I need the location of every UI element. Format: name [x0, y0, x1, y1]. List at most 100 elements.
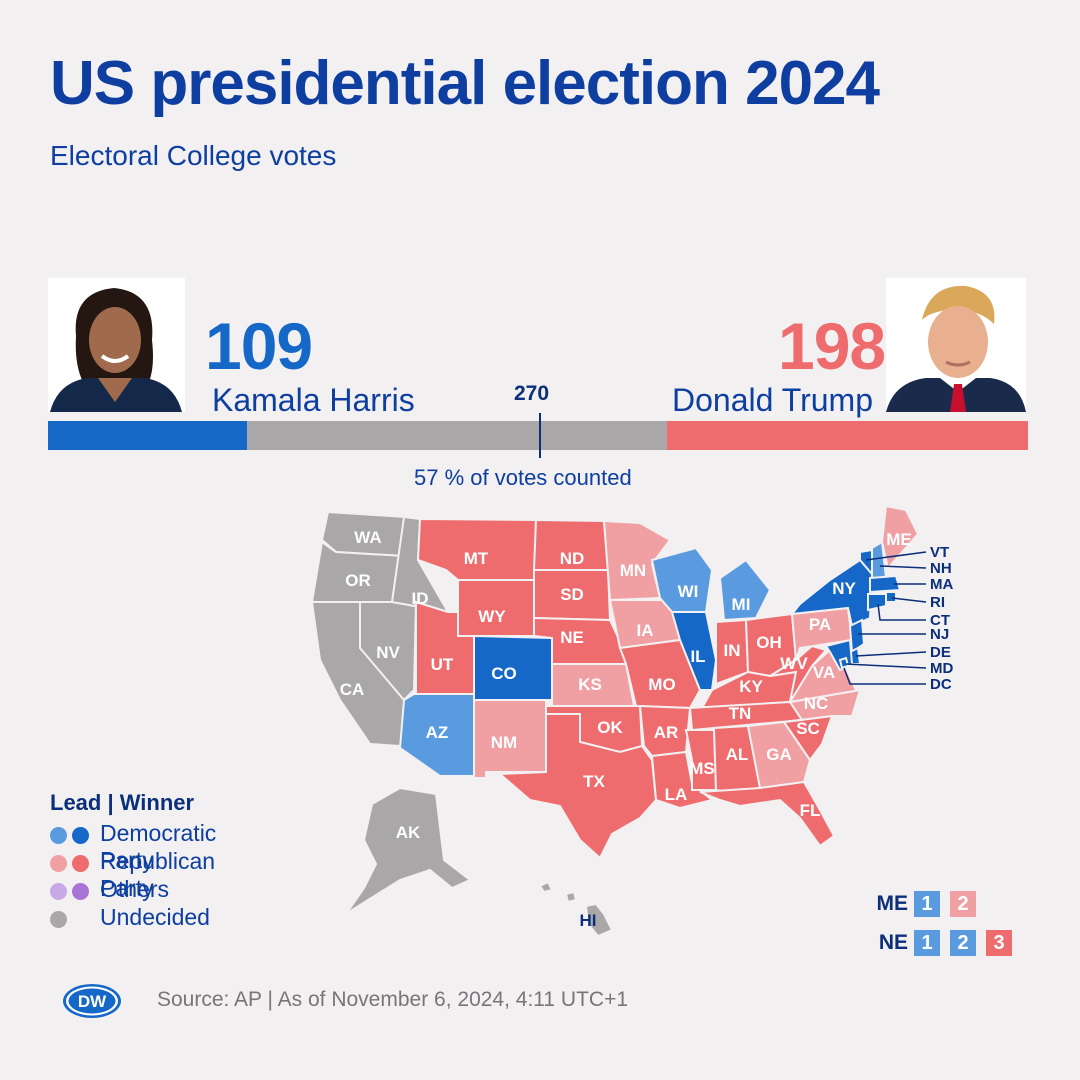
label-HI: HI — [580, 911, 597, 930]
state-DC — [838, 656, 850, 670]
label-PA: PA — [809, 615, 831, 634]
state-TX — [497, 713, 658, 860]
district-box: 1 — [914, 930, 940, 956]
bar-rep-segment — [667, 421, 1028, 450]
bar-dem-segment — [48, 421, 247, 450]
votes-counted-label: 57 % of votes counted — [414, 465, 632, 490]
majority-threshold-label: 270 — [514, 382, 550, 405]
harris-portrait — [48, 278, 185, 412]
state-WV — [769, 644, 828, 703]
label-RI: RI — [930, 594, 945, 611]
label-IL: IL — [690, 647, 705, 666]
legend-dot-win — [72, 855, 89, 872]
legend-dot-lead — [50, 855, 67, 872]
district-box: 1 — [914, 891, 940, 917]
legend-dot-lead — [50, 827, 67, 844]
nebraska-district-split: NE 1 2 3 — [870, 930, 1022, 956]
map-legend: Lead | Winner Democratic Party Republica… — [50, 790, 216, 932]
label-IN: IN — [724, 641, 741, 660]
label-KS: KS — [578, 675, 602, 694]
label-FL: FL — [800, 801, 821, 820]
state-RI — [885, 591, 897, 603]
legend-title: Lead | Winner — [50, 790, 195, 815]
legend-item-others: Others — [50, 876, 194, 904]
label-MI: MI — [732, 595, 751, 614]
split-state-code: NE — [878, 931, 908, 954]
maine-district-split: ME 1 2 — [870, 891, 986, 917]
label-WI: WI — [678, 582, 699, 601]
label-ME: ME — [886, 530, 912, 549]
legend-item-democratic: Democratic Party — [50, 820, 216, 873]
harris-name: Kamala Harris — [212, 382, 415, 418]
legend-item-republican: Republican Party — [50, 848, 215, 901]
state-MS — [684, 729, 718, 791]
legend-label: Others — [100, 876, 170, 902]
label-CT: CT — [930, 612, 950, 629]
legend-dot-lead — [50, 883, 67, 900]
legend-label: Undecided — [100, 904, 210, 930]
legend-dot-lead — [50, 911, 67, 928]
state-ME — [880, 504, 920, 571]
label-IA: IA — [637, 621, 654, 640]
district-box: 3 — [986, 930, 1012, 956]
page-subtitle: Electoral College votes — [50, 140, 337, 171]
label-NE: NE — [560, 628, 584, 647]
label-CA: CA — [340, 680, 365, 699]
label-MS: MS — [689, 759, 715, 778]
page-title: US presidential election 2024 — [50, 49, 880, 118]
harris-vote-count: 109 — [205, 309, 313, 383]
northeast-leader-lines — [843, 551, 927, 685]
label-NY: NY — [832, 579, 856, 598]
state-AK — [345, 786, 472, 915]
legend-item-undecided: Undecided — [50, 904, 210, 932]
district-box: 2 — [950, 891, 976, 917]
us-state-map: WA OR CA NV ID MT WY UT AZ CO NM ND SD N… — [310, 504, 953, 938]
label-VT: VT — [930, 544, 949, 561]
label-NV: NV — [376, 643, 400, 662]
legend-label: Democratic Party — [100, 820, 217, 873]
bar-threshold-marker — [538, 413, 541, 458]
district-box: 2 — [950, 930, 976, 956]
label-UT: UT — [431, 655, 454, 674]
legend-dot-win — [72, 883, 89, 900]
label-SC: SC — [796, 719, 820, 738]
label-MA: MA — [930, 576, 953, 593]
label-MT: MT — [464, 549, 489, 568]
label-AL: AL — [726, 745, 749, 764]
label-VA: VA — [813, 663, 835, 682]
state-ID — [390, 515, 450, 614]
legend-label: Republican Party — [100, 848, 216, 901]
state-NJ — [848, 618, 866, 654]
legend-dot-win — [72, 827, 89, 844]
label-WA: WA — [354, 528, 381, 547]
state-HI — [538, 880, 614, 938]
source-note: Source: AP | As of November 6, 2024, 4:1… — [157, 988, 629, 1011]
label-SD: SD — [560, 585, 584, 604]
dw-logo-text: DW — [78, 992, 107, 1011]
label-GA: GA — [766, 745, 792, 764]
label-NM: NM — [491, 733, 517, 752]
label-TN: TN — [729, 704, 752, 723]
state-MA — [869, 574, 902, 594]
label-KY: KY — [739, 677, 763, 696]
label-WY: WY — [478, 607, 506, 626]
state-MI — [718, 558, 772, 622]
state-LA — [650, 750, 715, 810]
state-CT — [867, 593, 887, 612]
trump-vote-count: 198 — [778, 309, 886, 383]
label-AZ: AZ — [426, 723, 449, 742]
label-ID: ID — [412, 589, 429, 608]
state-NM — [473, 699, 547, 779]
label-MD: MD — [930, 660, 953, 677]
split-state-code: ME — [876, 892, 909, 915]
label-AR: AR — [654, 723, 679, 742]
trump-portrait — [886, 278, 1026, 412]
label-CO: CO — [491, 664, 517, 683]
label-WV: WV — [780, 654, 808, 673]
label-NC: NC — [804, 694, 829, 713]
label-TX: TX — [583, 772, 605, 791]
label-OK: OK — [597, 718, 623, 737]
dw-logo: DW — [63, 984, 121, 1018]
label-AK: AK — [396, 823, 421, 842]
trump-name: Donald Trump — [672, 382, 873, 418]
